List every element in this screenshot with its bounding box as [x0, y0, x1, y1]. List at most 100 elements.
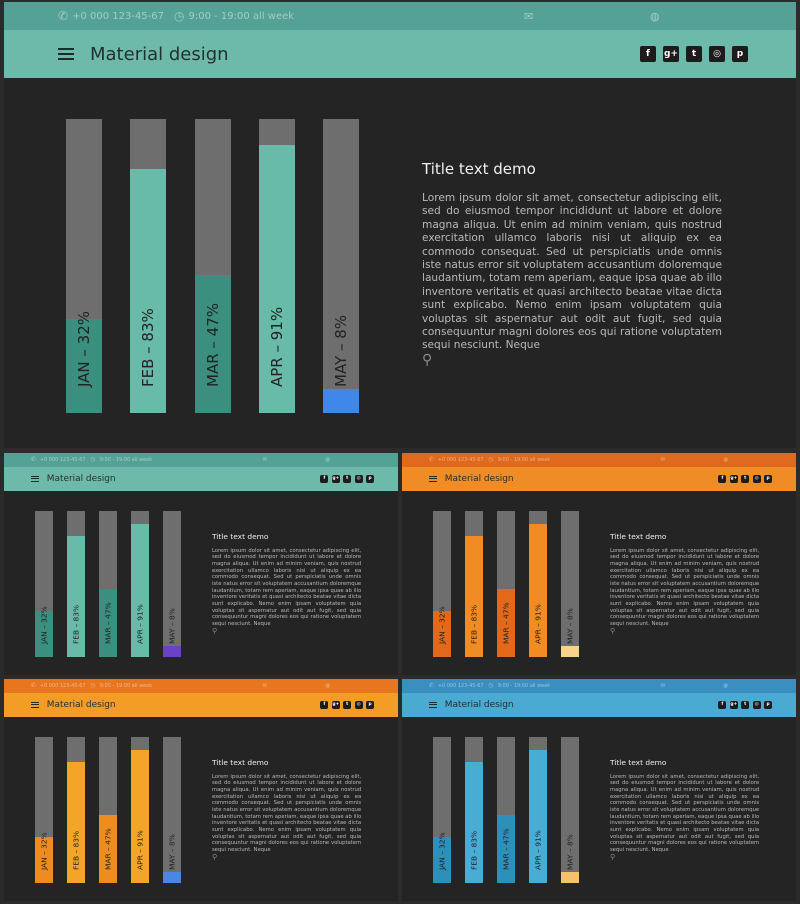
globe-icon[interactable]: ◍: [325, 456, 331, 463]
working-hours: 9:00 - 19:00 all week: [99, 682, 153, 689]
pinterest-icon[interactable]: p: [366, 700, 375, 709]
hours-info: ◷ 9:00 - 19:00 all week: [489, 682, 551, 689]
bar-label-feb: FEB – 83%: [469, 605, 479, 645]
google-plus-icon[interactable]: g+: [663, 46, 679, 62]
globe-icon[interactable]: ◍: [650, 9, 660, 23]
content-body: Lorem ipsum dolor sit amet, consectetur …: [422, 192, 722, 352]
mail-icon[interactable]: ✉: [660, 682, 666, 689]
bar-fill-feb: [130, 168, 167, 413]
bar-label-mar: MAR – 47%: [203, 302, 222, 387]
facebook-icon[interactable]: f: [320, 474, 329, 483]
pinterest-icon[interactable]: p: [732, 46, 748, 62]
bar-label-apr: APR – 91%: [135, 830, 145, 871]
twitter-icon[interactable]: t: [343, 700, 352, 709]
bar-feb: FEB – 83%: [130, 119, 167, 413]
facebook-icon[interactable]: f: [718, 700, 727, 709]
pin-icon: ⚲: [609, 853, 616, 862]
pinterest-icon[interactable]: p: [764, 700, 773, 709]
twitter-icon[interactable]: t: [686, 46, 702, 62]
pin-icon: ⚲: [422, 352, 433, 368]
bar-fill-apr: [130, 524, 149, 658]
working-hours: 9:00 - 19:00 all week: [497, 682, 551, 689]
content-title: Title text demo: [422, 160, 536, 178]
bar-fill-may: [560, 645, 579, 658]
pinterest-icon[interactable]: p: [764, 474, 773, 483]
bar-label-mar: MAR – 47%: [103, 828, 113, 871]
bar-label-may: MAY – 8%: [565, 608, 575, 645]
bar-may: MAY – 8%: [323, 119, 360, 413]
menu-icon[interactable]: [30, 475, 39, 482]
bar-label-may: MAY – 8%: [167, 608, 177, 645]
globe-icon[interactable]: ◍: [723, 682, 729, 689]
instagram-icon[interactable]: ◎: [752, 700, 761, 709]
bar-apr: APR – 91%: [130, 511, 149, 658]
clock-icon: ◷: [90, 456, 96, 464]
working-hours: 9:00 - 19:00 all week: [188, 10, 295, 22]
clock-icon: ◷: [174, 9, 185, 23]
hours-info: ◷ 9:00 - 19:00 all week: [91, 456, 153, 463]
slide-amber: ✆ +0 000 123-45-67 ◷ 9:00 - 19:00 all week ✉…: [4, 679, 398, 901]
social-links: f g+ t ◎ p: [320, 700, 375, 709]
twitter-icon[interactable]: t: [741, 700, 750, 709]
pinterest-icon[interactable]: p: [366, 474, 375, 483]
instagram-icon[interactable]: ◎: [752, 474, 761, 483]
mail-icon[interactable]: ✉: [262, 456, 268, 463]
menu-icon[interactable]: [428, 475, 437, 482]
bar-fill-mar: [194, 274, 231, 413]
mail-icon[interactable]: ✉: [262, 682, 268, 689]
instagram-icon[interactable]: ◎: [354, 700, 363, 709]
menu-icon[interactable]: [428, 701, 437, 708]
globe-icon[interactable]: ◍: [723, 456, 729, 463]
instagram-icon[interactable]: ◎: [354, 474, 363, 483]
phone-info[interactable]: ✆ +0 000 123-45-67: [58, 9, 164, 23]
phone-info[interactable]: ✆ +0 000 123-45-67: [429, 682, 484, 689]
top-info-bar: ✆ +0 000 123-45-67 ◷ 9:00 - 19:00 all week ✉…: [4, 2, 796, 30]
twitter-icon[interactable]: t: [343, 474, 352, 483]
facebook-icon[interactable]: f: [718, 474, 727, 483]
google-plus-icon[interactable]: g+: [331, 700, 340, 709]
bar-mar: MAR – 47%: [496, 737, 515, 884]
facebook-icon[interactable]: f: [640, 46, 656, 62]
google-plus-icon[interactable]: g+: [729, 474, 738, 483]
phone-info[interactable]: ✆ +0 000 123-45-67: [429, 456, 484, 463]
instagram-icon[interactable]: ◎: [709, 46, 725, 62]
content-body: Lorem ipsum dolor sit amet, consectetur …: [211, 547, 362, 627]
bar-fill-feb: [464, 536, 483, 658]
bar-label-jan: JAN – 32%: [75, 310, 93, 387]
mail-icon[interactable]: ✉: [660, 456, 666, 463]
app-title: Material design: [444, 473, 514, 484]
working-hours: 9:00 - 19:00 all week: [99, 456, 153, 463]
twitter-icon[interactable]: t: [741, 474, 750, 483]
content-title: Title text demo: [609, 757, 667, 767]
bar-mar: MAR – 47%: [98, 737, 117, 884]
bar-apr: APR – 91%: [528, 511, 547, 658]
social-links: f g+ t ◎ p: [320, 474, 375, 483]
bar-label-jan: JAN – 32%: [39, 832, 49, 871]
content-title: Title text demo: [609, 531, 667, 541]
phone-info[interactable]: ✆ +0 000 123-45-67: [31, 682, 86, 689]
social-links: f g+ t ◎ p: [640, 46, 748, 62]
bar-fill-jan: [432, 610, 451, 658]
bar-fill-jan: [432, 836, 451, 884]
bar-mar: MAR – 47%: [496, 511, 515, 658]
bar-label-may: MAY – 8%: [332, 314, 351, 387]
mail-icon[interactable]: ✉: [524, 9, 534, 23]
bar-label-mar: MAR – 47%: [501, 828, 511, 871]
google-plus-icon[interactable]: g+: [331, 474, 340, 483]
bar-label-jan: JAN – 32%: [437, 606, 447, 645]
phone-number: +0 000 123-45-67: [39, 682, 86, 689]
bar-label-feb: FEB – 83%: [71, 831, 81, 871]
phone-info[interactable]: ✆ +0 000 123-45-67: [31, 456, 86, 463]
bar-label-apr: APR – 91%: [267, 306, 286, 387]
bar-label-feb: FEB – 83%: [139, 308, 158, 387]
bar-may: MAY – 8%: [162, 511, 181, 658]
google-plus-icon[interactable]: g+: [729, 700, 738, 709]
menu-icon[interactable]: [30, 701, 39, 708]
hours-info: ◷ 9:00 - 19:00 all week: [489, 456, 551, 463]
bar-fill-jan: [34, 836, 53, 884]
facebook-icon[interactable]: f: [320, 700, 329, 709]
globe-icon[interactable]: ◍: [325, 682, 331, 689]
menu-icon[interactable]: [58, 48, 74, 60]
phone-icon: ✆: [428, 682, 434, 690]
clock-icon: ◷: [488, 682, 494, 690]
